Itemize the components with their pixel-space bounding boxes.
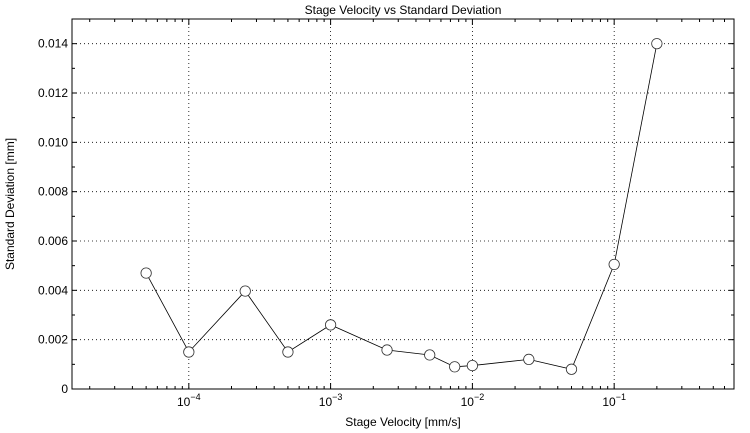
- y-tick-label: 0.010: [38, 135, 68, 149]
- y-tick-label: 0: [61, 382, 68, 396]
- x-tick-label: 10−1: [602, 392, 626, 409]
- major-ticks: [72, 19, 734, 390]
- x-tick-label: 10−3: [319, 392, 343, 409]
- x-tick-label: 10−2: [461, 392, 485, 409]
- data-point: [381, 344, 393, 356]
- y-tick-label: 0.012: [38, 86, 68, 100]
- data-point: [183, 346, 195, 358]
- data-point: [523, 353, 535, 365]
- data-point: [325, 319, 337, 331]
- data-point: [140, 267, 152, 279]
- plot-frame: [71, 18, 735, 390]
- x-axis-label: Stage Velocity [mm/s]: [345, 415, 460, 429]
- data-point: [239, 285, 251, 297]
- y-tick-label: 0.004: [38, 283, 68, 297]
- x-tick-label: 10−4: [177, 392, 201, 409]
- data-point: [565, 363, 578, 375]
- grid: [72, 19, 734, 389]
- y-tick-label: 0.014: [38, 37, 68, 51]
- y-tick-label: 0.002: [38, 333, 68, 347]
- data-point: [608, 258, 620, 271]
- chart-title: Stage Velocity vs Standard Deviation: [305, 3, 502, 17]
- data-points: [140, 38, 663, 375]
- y-tick-labels: 0 0.002 0.004 0.006 0.008 0.010 0.012 0.014: [38, 37, 68, 396]
- x-tick-labels: 10−4 10−3 10−2 10−1: [177, 392, 626, 409]
- data-point: [424, 349, 436, 361]
- series-line: [145, 43, 658, 370]
- data-point: [282, 346, 294, 358]
- data-point: [466, 359, 478, 372]
- y-tick-label: 0.008: [38, 185, 68, 199]
- data-point: [449, 361, 461, 373]
- data-point: [651, 38, 663, 50]
- y-tick-label: 0.006: [38, 234, 68, 248]
- y-axis-label: Standard Deviation [mm]: [3, 138, 17, 270]
- minor-ticks: [72, 19, 734, 389]
